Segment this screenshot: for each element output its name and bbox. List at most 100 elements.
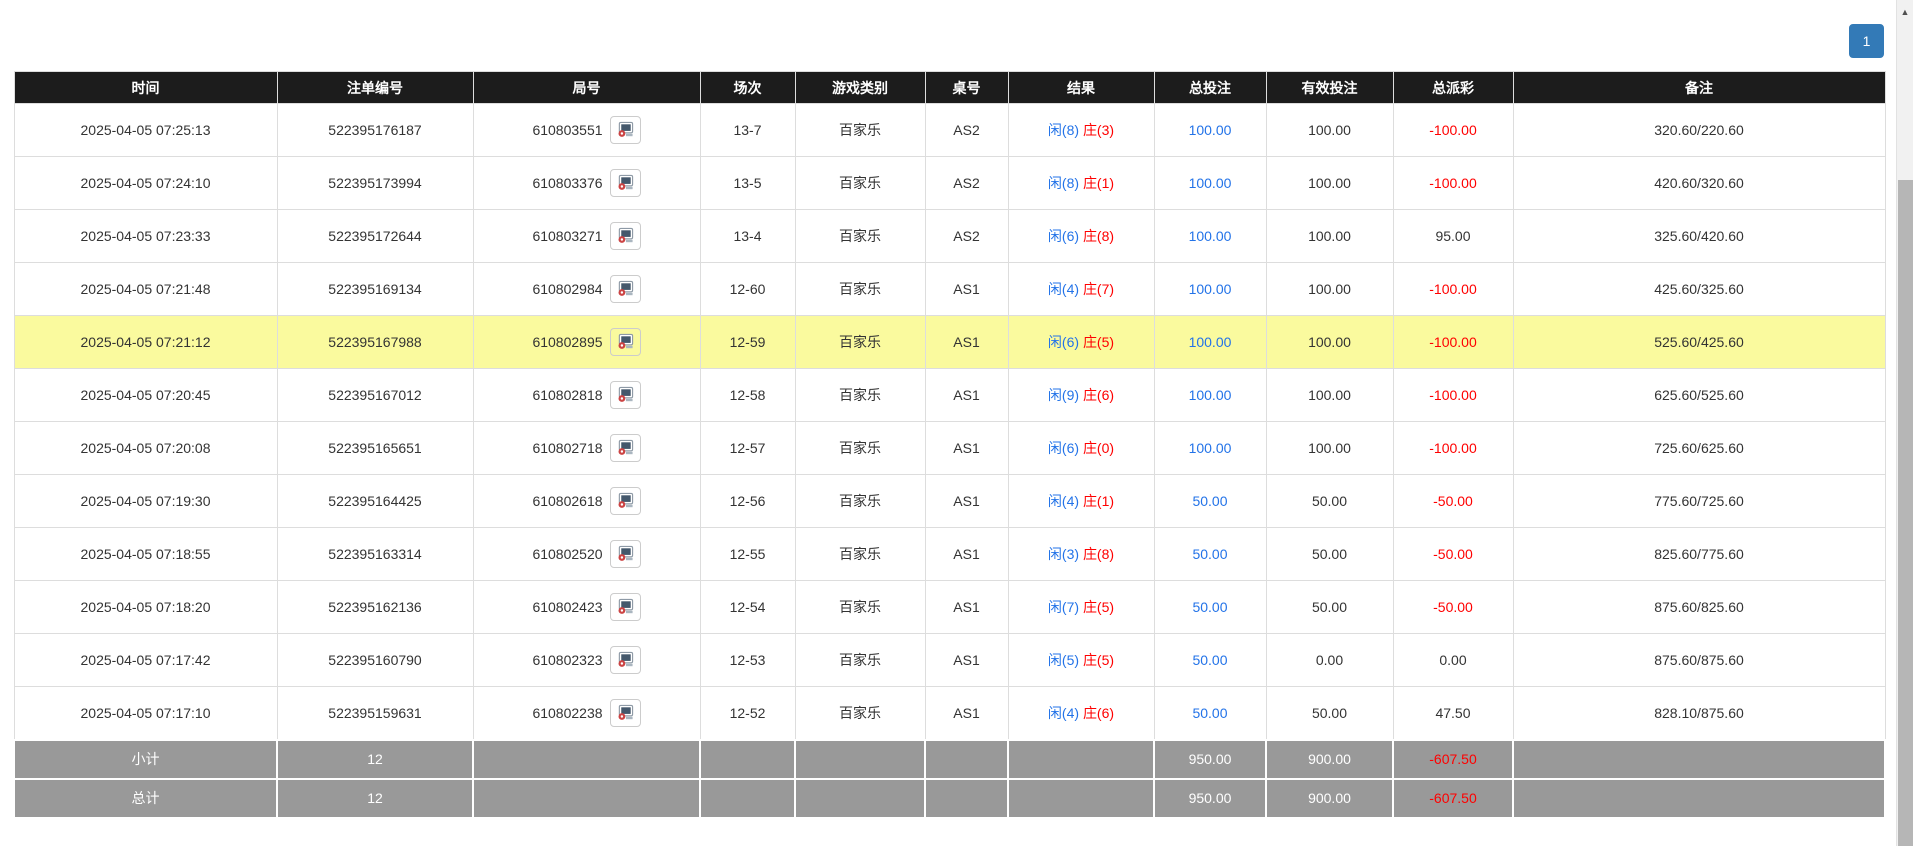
- cell-total-bet: 100.00: [1153, 368, 1267, 422]
- replay-button[interactable]: [609, 593, 641, 621]
- table-row[interactable]: 2025-04-05 07:21:48 522395169134 610802984…: [13, 262, 1886, 316]
- table-row[interactable]: 2025-04-05 07:20:45 522395167012 610802818…: [13, 368, 1886, 422]
- replay-button[interactable]: [609, 116, 641, 144]
- cell-session: 12-55: [699, 527, 796, 581]
- table-row[interactable]: 2025-04-05 07:19:30 522395164425 610802618…: [13, 474, 1886, 528]
- replay-button[interactable]: [609, 646, 641, 674]
- payout-value: 0.00: [1439, 652, 1467, 668]
- cell-total-bet: 100.00: [1153, 315, 1267, 369]
- total-row: 总计 12 950.00 900.00 -607.50: [13, 777, 1886, 819]
- summary-label: 小计: [13, 738, 278, 780]
- cell-session: 12-59: [699, 315, 796, 369]
- cell-round-id: 610802323: [472, 633, 701, 687]
- result-player: 闲(4): [1047, 704, 1080, 721]
- cell-table-no: AS1: [924, 474, 1009, 528]
- cell-valid-bet: 0.00: [1265, 633, 1394, 687]
- replay-button[interactable]: [609, 487, 641, 515]
- replay-button[interactable]: [609, 434, 641, 462]
- table-row[interactable]: 2025-04-05 07:18:55 522395163314 610802520…: [13, 527, 1886, 581]
- cell-game-type: 百家乐: [794, 156, 926, 210]
- total-bet-link[interactable]: 100.00: [1188, 281, 1232, 297]
- cell-time: 2025-04-05 07:20:45: [13, 368, 278, 422]
- replay-button[interactable]: [609, 381, 641, 409]
- summary-count: 12: [276, 777, 474, 819]
- table-row[interactable]: 2025-04-05 07:24:10 522395173994 610803376…: [13, 156, 1886, 210]
- total-bet-link[interactable]: 100.00: [1188, 334, 1232, 350]
- subtotal-row: 小计 12 950.00 900.00 -607.50: [13, 738, 1886, 780]
- total-bet-link[interactable]: 50.00: [1192, 546, 1228, 562]
- cell-valid-bet: 100.00: [1265, 262, 1394, 316]
- round-number: 610802323: [532, 652, 603, 668]
- cell-round-id: 610802718: [472, 421, 701, 475]
- up-arrow-icon: ▲: [1900, 7, 1910, 17]
- result-player: 闲(4): [1047, 281, 1080, 297]
- cell-total-bet: 100.00: [1153, 262, 1267, 316]
- total-bet-link[interactable]: 100.00: [1188, 228, 1232, 244]
- cell-game-type: 百家乐: [794, 103, 926, 157]
- result-banker: 庄(1): [1082, 175, 1115, 191]
- total-bet-link[interactable]: 100.00: [1188, 175, 1232, 191]
- cell-valid-bet: 100.00: [1265, 209, 1394, 263]
- summary-remark: [1512, 738, 1886, 780]
- cell-time: 2025-04-05 07:17:10: [13, 686, 278, 740]
- total-bet-link[interactable]: 50.00: [1192, 599, 1228, 615]
- replay-button[interactable]: [609, 275, 641, 303]
- round-number: 610802618: [532, 493, 603, 509]
- replay-button[interactable]: [609, 328, 641, 356]
- payout-value: -100.00: [1429, 281, 1477, 297]
- summary-empty-cell: [699, 777, 796, 819]
- summary-empty-cell: [699, 738, 796, 780]
- cell-round-id: 610802423: [472, 580, 701, 634]
- summary-empty-cell: [924, 777, 1009, 819]
- total-bet-link[interactable]: 50.00: [1192, 493, 1228, 509]
- cell-payout: -100.00: [1392, 368, 1514, 422]
- summary-payout-value: -607.50: [1429, 790, 1477, 806]
- scrollbar-thumb[interactable]: [1898, 180, 1913, 846]
- cell-remark: 625.60/525.60: [1512, 368, 1886, 422]
- round-number: 610802895: [532, 334, 603, 350]
- cell-table-no: AS1: [924, 633, 1009, 687]
- scrollbar-up-button[interactable]: ▲: [1897, 0, 1913, 22]
- vertical-scrollbar[interactable]: ▲: [1896, 0, 1913, 846]
- column-header-session: 场次: [699, 71, 796, 104]
- total-bet-link[interactable]: 100.00: [1188, 440, 1232, 456]
- total-bet-link[interactable]: 100.00: [1188, 122, 1232, 138]
- result-player: 闲(3): [1047, 546, 1080, 562]
- cell-result: 闲(8) 庄(3): [1007, 103, 1155, 157]
- page-1-button[interactable]: 1: [1849, 24, 1884, 58]
- replay-button[interactable]: [609, 222, 641, 250]
- table-row[interactable]: 2025-04-05 07:18:20 522395162136 610802423…: [13, 580, 1886, 634]
- cell-valid-bet: 50.00: [1265, 580, 1394, 634]
- total-bet-link[interactable]: 100.00: [1188, 387, 1232, 403]
- cell-time: 2025-04-05 07:21:48: [13, 262, 278, 316]
- table-row[interactable]: 2025-04-05 07:25:13 522395176187 610803551…: [13, 103, 1886, 157]
- replay-button[interactable]: [609, 169, 641, 197]
- summary-remark: [1512, 777, 1886, 819]
- total-bet-link[interactable]: 50.00: [1192, 704, 1228, 721]
- video-replay-icon: [618, 439, 633, 455]
- cell-table-no: AS1: [924, 421, 1009, 475]
- result-banker: 庄(5): [1082, 334, 1115, 350]
- summary-count: 12: [276, 738, 474, 780]
- video-replay-icon: [618, 598, 633, 614]
- cell-valid-bet: 100.00: [1265, 156, 1394, 210]
- replay-button[interactable]: [609, 698, 641, 727]
- total-bet-link[interactable]: 50.00: [1192, 652, 1228, 668]
- cell-result: 闲(7) 庄(5): [1007, 580, 1155, 634]
- table-row[interactable]: 2025-04-05 07:23:33 522395172644 610803271…: [13, 209, 1886, 263]
- video-replay-icon: [618, 545, 633, 561]
- replay-button[interactable]: [609, 540, 641, 568]
- summary-empty-cell: [794, 777, 926, 819]
- cell-remark: 875.60/825.60: [1512, 580, 1886, 634]
- cell-payout: -100.00: [1392, 315, 1514, 369]
- table-row[interactable]: 2025-04-05 07:20:08 522395165651 610802718…: [13, 421, 1886, 475]
- cell-remark: 420.60/320.60: [1512, 156, 1886, 210]
- summary-valid-bet: 900.00: [1265, 738, 1394, 780]
- table-row[interactable]: 2025-04-05 07:21:12 522395167988 610802895…: [13, 315, 1886, 369]
- cell-session: 12-53: [699, 633, 796, 687]
- table-row[interactable]: 2025-04-05 07:17:42 522395160790 610802323…: [13, 633, 1886, 687]
- summary-payout: -607.50: [1392, 738, 1514, 780]
- round-number: 610803271: [532, 228, 603, 244]
- summary-empty-cell: [924, 738, 1009, 780]
- table-row[interactable]: 2025-04-05 07:17:10 522395159631 610802238…: [13, 686, 1886, 740]
